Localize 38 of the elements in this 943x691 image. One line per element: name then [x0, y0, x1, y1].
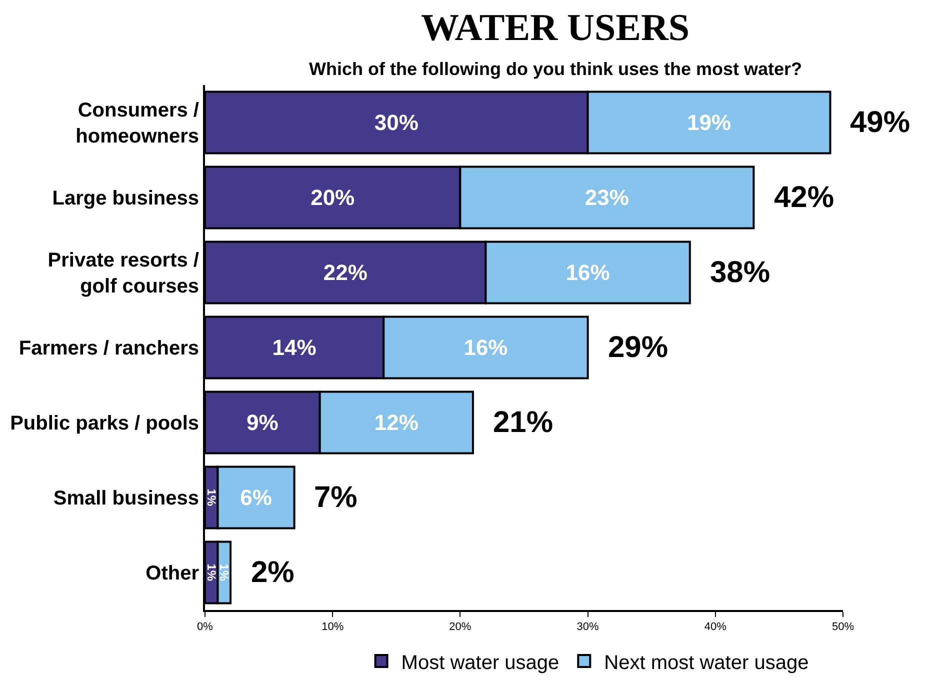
total-label: 29% — [608, 331, 668, 364]
y-tick-label: Small business — [53, 488, 199, 510]
data-label: 9% — [246, 410, 278, 435]
x-tick-label: 10% — [322, 621, 344, 634]
total-label: 2% — [251, 556, 294, 589]
data-label: 23% — [584, 185, 629, 210]
data-label: 6% — [240, 485, 272, 510]
total-label: 42% — [774, 181, 834, 214]
data-label: 30% — [374, 110, 418, 135]
y-tick-label: Farmers / ranchers — [18, 338, 199, 360]
data-label: 1% — [204, 564, 218, 582]
x-tick-label: 40% — [704, 621, 727, 634]
chart-subtitle: Which of the following do you think uses the most water? — [309, 59, 802, 79]
y-tick-label: Private resorts / golf courses — [48, 250, 200, 298]
total-label: 38% — [710, 256, 770, 289]
y-tick-label: Other — [146, 562, 200, 584]
y-tick-label: Large business — [52, 188, 199, 210]
data-label: 16% — [566, 260, 610, 285]
legend-label: Most water usage — [401, 652, 560, 674]
x-tick-label: 20% — [449, 621, 472, 634]
x-tick-label: 30% — [576, 621, 600, 634]
data-label: 19% — [686, 110, 732, 135]
data-label: 1% — [217, 564, 232, 582]
chart-title: WATER USERS — [421, 7, 690, 49]
total-label: 49% — [850, 106, 910, 139]
data-label: 16% — [464, 335, 508, 360]
y-tick-label: Public parks / pools — [10, 412, 199, 434]
data-label: 20% — [310, 185, 355, 210]
x-tick-label: 0% — [197, 621, 214, 634]
total-label: 7% — [314, 481, 358, 514]
data-label: 14% — [272, 335, 316, 360]
data-label: 1% — [204, 488, 218, 506]
total-label: 21% — [493, 406, 554, 439]
y-tick-label: Consumers / homeowners — [76, 100, 200, 148]
data-label: 12% — [374, 410, 418, 435]
x-tick-label: 50% — [832, 621, 854, 634]
legend-label: Next most water usage — [604, 652, 809, 674]
data-label: 22% — [323, 260, 368, 285]
